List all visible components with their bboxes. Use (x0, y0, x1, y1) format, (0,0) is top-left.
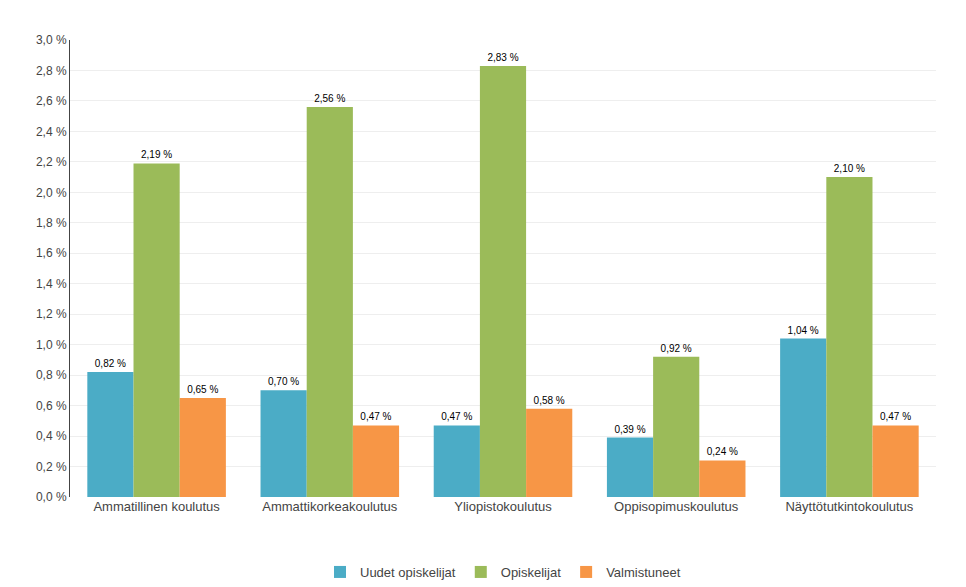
svg-text:Oppisopimuskoulutus: Oppisopimuskoulutus (614, 499, 739, 514)
svg-text:0,4 %: 0,4 % (36, 429, 67, 443)
svg-text:0,2 %: 0,2 % (36, 460, 67, 474)
svg-text:Ammattikorkeakoulutus: Ammattikorkeakoulutus (262, 499, 398, 514)
svg-text:2,56 %: 2,56 % (314, 93, 345, 104)
svg-text:0,6 %: 0,6 % (36, 399, 67, 413)
svg-text:0,0 %: 0,0 % (36, 490, 67, 504)
svg-text:0,82 %: 0,82 % (95, 358, 126, 369)
svg-text:2,6 %: 2,6 % (36, 94, 67, 108)
svg-text:0,92 %: 0,92 % (661, 343, 692, 354)
svg-text:0,24 %: 0,24 % (707, 446, 738, 457)
svg-text:2,19 %: 2,19 % (141, 149, 172, 160)
svg-text:2,83 %: 2,83 % (487, 52, 518, 63)
svg-text:1,2 %: 1,2 % (36, 307, 67, 321)
svg-text:Yliopistokoulutus: Yliopistokoulutus (454, 499, 552, 514)
svg-text:0,47 %: 0,47 % (880, 411, 911, 422)
svg-text:0,47 %: 0,47 % (441, 411, 472, 422)
svg-text:2,4 %: 2,4 % (36, 125, 67, 139)
svg-text:Uudet opiskelijat: Uudet opiskelijat (360, 565, 456, 580)
svg-text:1,4 %: 1,4 % (36, 277, 67, 291)
svg-text:Valmistuneet: Valmistuneet (606, 565, 681, 580)
svg-text:Ammatillinen koulutus: Ammatillinen koulutus (93, 499, 220, 514)
svg-text:1,6 %: 1,6 % (36, 246, 67, 260)
svg-text:0,8 %: 0,8 % (36, 368, 67, 382)
svg-text:0,58 %: 0,58 % (534, 395, 565, 406)
svg-text:0,65 %: 0,65 % (187, 384, 218, 395)
svg-text:Näyttötutkintokoulutus: Näyttötutkintokoulutus (785, 499, 913, 514)
svg-text:2,10 %: 2,10 % (834, 163, 865, 174)
svg-text:Opiskelijat: Opiskelijat (501, 565, 561, 580)
svg-text:2,2 %: 2,2 % (36, 155, 67, 169)
svg-text:0,70 %: 0,70 % (268, 376, 299, 387)
svg-text:1,04 %: 1,04 % (788, 325, 819, 336)
svg-text:1,0 %: 1,0 % (36, 338, 67, 352)
svg-text:2,0 %: 2,0 % (36, 186, 67, 200)
svg-text:0,39 %: 0,39 % (614, 424, 645, 435)
svg-text:0,47 %: 0,47 % (360, 411, 391, 422)
svg-text:3,0 %: 3,0 % (36, 33, 67, 47)
svg-text:2,8 %: 2,8 % (36, 64, 67, 78)
svg-text:1,8 %: 1,8 % (36, 216, 67, 230)
